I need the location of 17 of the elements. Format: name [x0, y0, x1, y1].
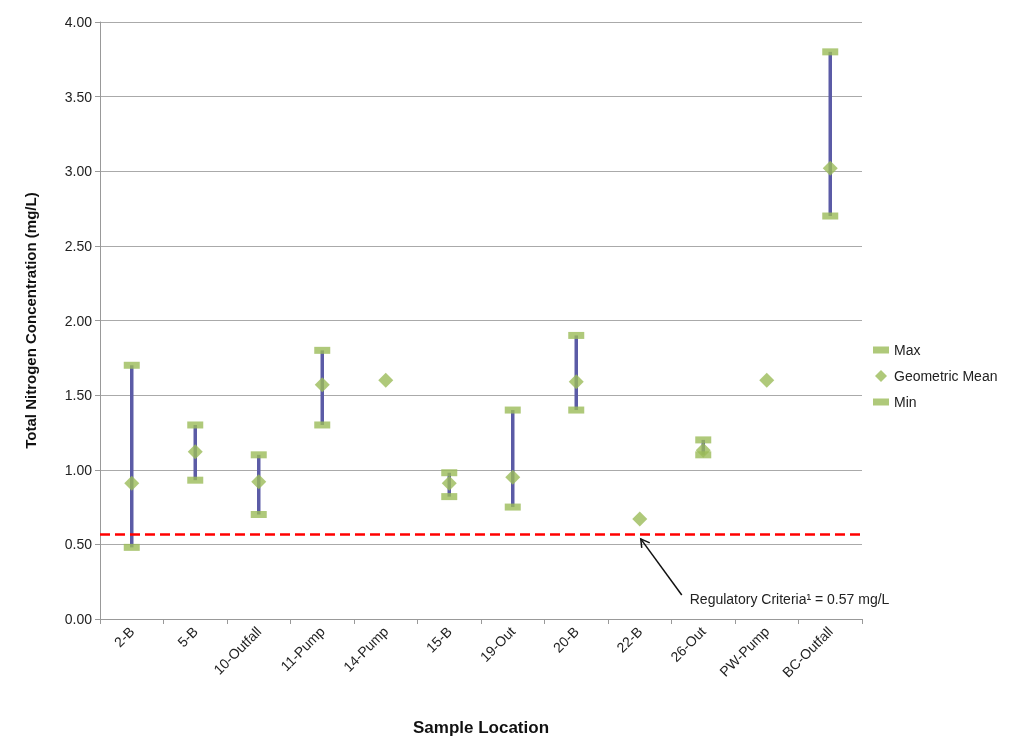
y-tick-label: 4.00 — [64, 14, 93, 30]
legend-label: Geometric Mean — [894, 368, 998, 384]
y-tick-label: 2.50 — [64, 237, 93, 254]
legend-label: Max — [894, 342, 921, 358]
y-axis-title: Total Nitrogen Concentration (mg/L) — [22, 192, 39, 449]
x-tick-label: 2-B — [110, 623, 138, 651]
x-tick-label: 5-B — [174, 623, 201, 651]
y-tick-label: 3.00 — [64, 163, 93, 180]
y-tick-label: 1.50 — [64, 387, 93, 404]
y-tick-label: 2.00 — [64, 312, 93, 329]
y-tick-label: 1.00 — [64, 461, 93, 478]
ref-line-label: Regulatory Criteria¹ = 0.57 mg/L — [689, 591, 890, 607]
legend-label: Min — [894, 394, 917, 410]
y-tick-label: 0.50 — [64, 536, 93, 553]
y-tick-label: 0.00 — [64, 611, 93, 627]
y-tick-label: 3.50 — [64, 88, 93, 105]
x-axis-title: Sample Location — [412, 718, 550, 737]
